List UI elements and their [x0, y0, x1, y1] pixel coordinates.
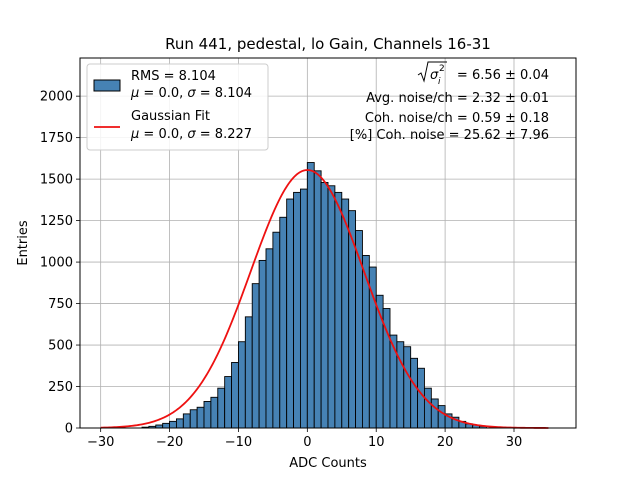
histogram-bar [403, 346, 412, 429]
histogram-bar [341, 198, 350, 429]
y-tick-label: 250 [48, 380, 73, 395]
x-tick-label: −30 [87, 435, 114, 450]
sqrt-sigma-formula: σ 2 i [417, 61, 447, 87]
y-tick-label: 0 [65, 422, 73, 437]
legend-histogram-stats: μ = 0.0, σ = 8.104 [130, 86, 252, 101]
y-axis-ticks: 0 250 500 750 1000 1250 1500 1750 2000 [40, 90, 80, 437]
histogram-bar [162, 422, 171, 429]
histogram-bar [327, 185, 336, 429]
histogram-bar [417, 367, 425, 429]
x-axis-ticks: −30 −20 −10 0 10 20 30 [87, 428, 522, 450]
x-tick-label: 0 [303, 435, 311, 450]
x-tick-label: 20 [437, 435, 454, 450]
histogram-bar [272, 231, 281, 429]
x-tick-label: −10 [225, 435, 252, 450]
legend-histogram-swatch [93, 79, 121, 92]
y-tick-label: 750 [48, 297, 73, 312]
y-tick-label: 500 [48, 339, 73, 354]
histogram-bar [334, 191, 343, 429]
y-axis-label: Entries [16, 220, 31, 266]
histogram-bars [141, 162, 487, 429]
y-tick-label: 1250 [40, 214, 73, 229]
histogram-bar [258, 259, 267, 429]
sigma-superscript: 2 [439, 64, 445, 74]
legend-box [86, 63, 269, 151]
histogram-bar [251, 283, 260, 429]
histogram-bar [279, 216, 288, 429]
coherent-noise-per-channel: Coh. noise/ch = 0.59 ± 0.18 [365, 111, 549, 126]
histogram-bar [313, 170, 322, 429]
sigma-subscript: i [438, 77, 441, 87]
y-tick-label: 1500 [40, 173, 73, 188]
histogram-bar [389, 334, 398, 429]
legend-fit-stats: μ = 0.0, σ = 8.227 [130, 127, 252, 142]
plot-frame [79, 57, 577, 429]
legend-histogram-label: RMS = 8.104 [131, 69, 216, 84]
histogram-bar [175, 418, 184, 429]
histogram-bar [182, 413, 191, 429]
sqrt-symbol [417, 61, 447, 83]
histogram-bar [210, 396, 219, 429]
avg-noise-per-channel: Avg. noise/ch = 2.32 ± 0.01 [366, 91, 549, 106]
gaussian-fit [100, 169, 549, 429]
histogram-bar [306, 162, 315, 429]
histogram-bar [189, 409, 198, 429]
fit-curve [100, 169, 549, 429]
histogram-bar [237, 341, 246, 429]
histogram-bar [320, 181, 329, 429]
coherent-noise-percent: [%] Coh. noise = 25.62 ± 7.96 [350, 128, 549, 143]
histogram-bar [231, 362, 239, 429]
histogram-bar [169, 420, 177, 429]
histogram-bar [430, 398, 439, 429]
sigma-symbol: σ [430, 68, 439, 83]
x-axis-label: ADC Counts [289, 456, 367, 471]
legend: RMS = 8.104 μ = 0.0, σ = 8.104 Gaussian … [86, 63, 269, 151]
x-tick-label: 30 [506, 435, 523, 450]
total-noise-value: = 6.56 ± 0.04 [453, 68, 549, 83]
y-tick-label: 1000 [40, 256, 73, 271]
histogram-bar [437, 405, 446, 429]
histogram-bar [299, 188, 308, 429]
x-tick-label: −20 [156, 435, 183, 450]
histogram-bar [265, 248, 274, 429]
histogram-bar [224, 376, 233, 429]
histogram-bar [244, 316, 253, 429]
chart-title: Run 441, pedestal, lo Gain, Channels 16-… [165, 35, 491, 53]
histogram-bar [423, 387, 432, 429]
histogram-bar [217, 387, 226, 429]
x-tick-label: 10 [368, 435, 385, 450]
histogram-bar [196, 406, 205, 429]
noise-annotations: σ 2 i = 6.56 ± 0.04 Avg. noise/ch = 2.32… [350, 61, 549, 143]
y-tick-label: 1750 [40, 131, 73, 146]
histogram-bar [293, 191, 301, 429]
y-tick-label: 2000 [40, 90, 73, 105]
histogram-bar [410, 357, 419, 429]
histogram-bar [286, 198, 295, 429]
legend-fit-label: Gaussian Fit [131, 109, 210, 124]
histogram-bar [203, 401, 212, 429]
